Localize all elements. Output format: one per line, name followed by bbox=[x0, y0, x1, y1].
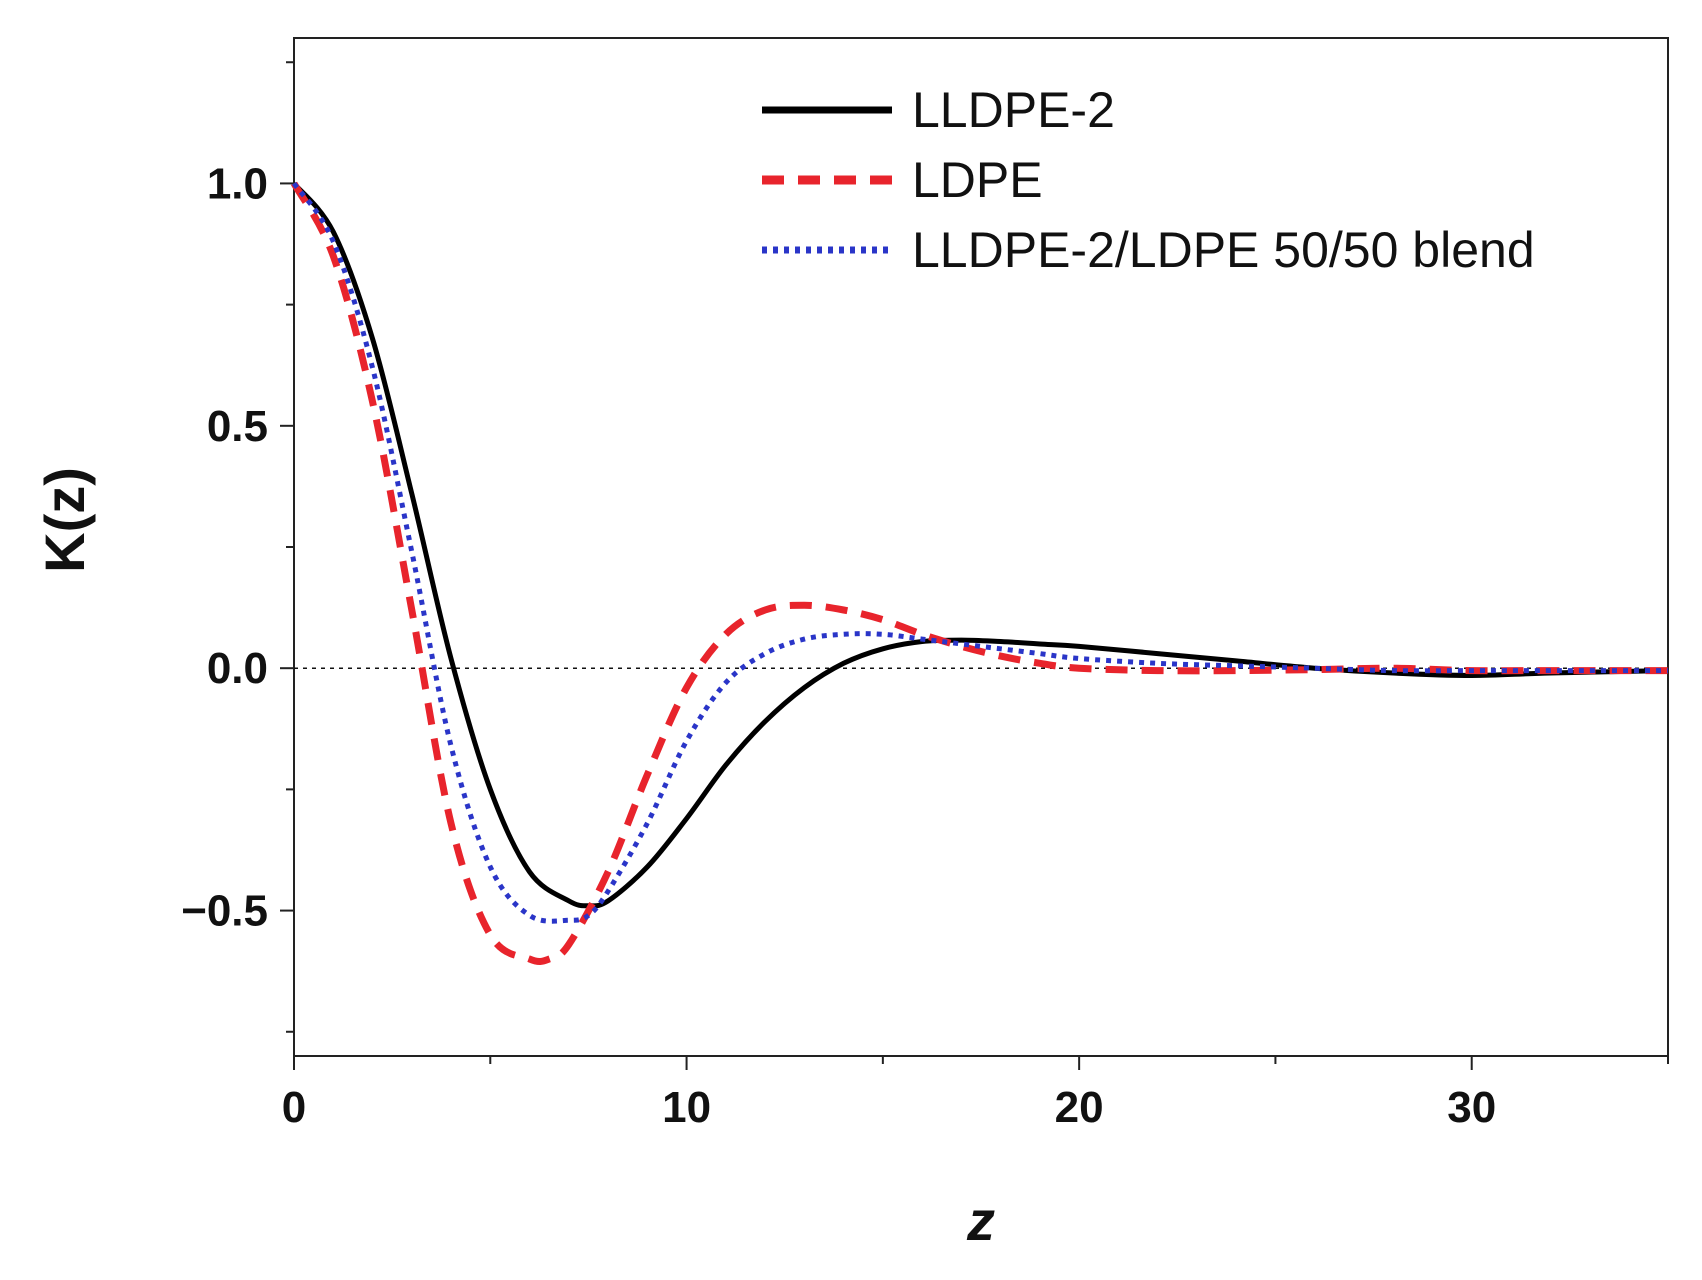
x-tick-label: 30 bbox=[1447, 1083, 1496, 1132]
legend-label-3: LLDPE-2/LDPE 50/50 blend bbox=[912, 222, 1535, 278]
series-lines bbox=[290, 181, 1669, 965]
y-tick-label: 0.5 bbox=[207, 402, 268, 451]
series-line-1 bbox=[292, 181, 1669, 909]
legend-label-1: LLDPE-2 bbox=[912, 82, 1115, 138]
y-axis-ticks: −0.5 0.0 0.5 1.0 bbox=[181, 61, 294, 1033]
legend-label-2: LDPE bbox=[912, 152, 1043, 208]
y-tick-label: 0.0 bbox=[207, 644, 268, 693]
x-tick-label: 10 bbox=[662, 1083, 711, 1132]
x-axis-ticks: 0 10 20 30 bbox=[282, 1056, 1669, 1132]
x-axis-title: z bbox=[966, 1189, 995, 1252]
y-tick-label: 1.0 bbox=[207, 159, 268, 208]
legend: LLDPE-2 LDPE LLDPE-2/LDPE 50/50 blend bbox=[762, 82, 1535, 278]
y-axis-title: K(z) bbox=[33, 467, 96, 573]
y-tick-label: −0.5 bbox=[181, 887, 268, 936]
x-tick-label: 0 bbox=[282, 1083, 306, 1132]
x-tick-label: 20 bbox=[1055, 1083, 1104, 1132]
series-line-2 bbox=[290, 181, 1668, 965]
